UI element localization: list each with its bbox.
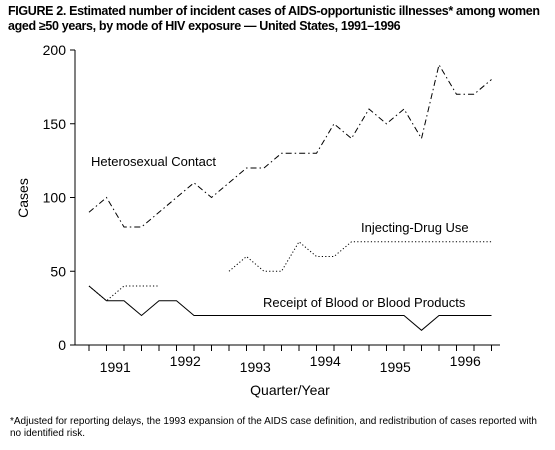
x-axis-title: Quarter/Year: [250, 382, 330, 398]
series-line-heterosexual-contact: [88, 63, 492, 228]
series-lines: [88, 63, 492, 331]
x-year-label: 1993: [240, 359, 271, 375]
series-line-receipt-of-blood-or-blood-products: [88, 285, 492, 331]
figure-footnote: *Adjusted for reporting delays, the 1993…: [10, 416, 537, 439]
x-year-label: 1991: [100, 359, 131, 375]
series-label-heterosexual-contact: Heterosexual Contact: [91, 154, 216, 169]
y-tick-label: 200: [43, 42, 67, 58]
y-tick-label: 50: [50, 263, 66, 279]
y-ticks: 0 50 100 150 200: [43, 42, 75, 353]
x-year-label: 1992: [170, 353, 201, 369]
figure-title: FIGURE 2. Estimated number of incident c…: [8, 4, 540, 33]
y-axis-title: Cases: [15, 178, 31, 218]
y-tick-label: 150: [43, 116, 67, 132]
series-labels: Heterosexual Contact Injecting-Drug Use …: [91, 154, 469, 310]
x-year-label: 1994: [310, 353, 341, 369]
x-ticks: 1991 1992 1993 1994 1995 1996: [88, 345, 492, 375]
series-label-injecting-drug-use: Injecting-Drug Use: [361, 220, 469, 235]
x-year-label: 1995: [380, 359, 411, 375]
series-line-injecting-drug-use: [88, 285, 159, 302]
y-tick-label: 0: [58, 337, 66, 353]
series-label-blood-products: Receipt of Blood or Blood Products: [263, 295, 466, 310]
series-line-injecting-drug-use: [228, 241, 492, 272]
x-year-label: 1996: [450, 353, 481, 369]
y-tick-label: 100: [43, 190, 67, 206]
